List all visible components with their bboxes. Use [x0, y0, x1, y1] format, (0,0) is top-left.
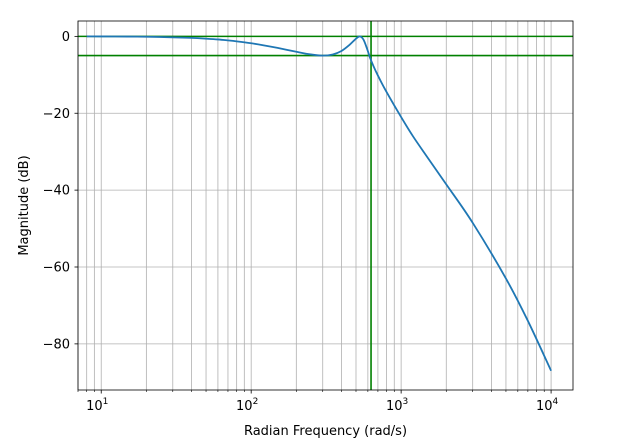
- x-axis-label: Radian Frequency (rad/s): [244, 424, 407, 439]
- y-axis-label: Magnitude (dB): [17, 155, 32, 255]
- x-tick-label: 101: [86, 397, 108, 414]
- y-tick-label: 0: [62, 30, 70, 45]
- y-tick-label: −80: [43, 337, 70, 352]
- grid-layer: [77, 21, 573, 390]
- tick-layer: 101 102 103 104 0 −20 −40 −60 −80: [43, 30, 559, 414]
- y-tick-label: −20: [43, 107, 70, 122]
- y-tick-label: −60: [43, 261, 70, 276]
- series-layer: [86, 35, 552, 372]
- reference-lines: [78, 21, 573, 390]
- plot-frame: [77, 20, 574, 391]
- x-tick-label: 102: [236, 397, 258, 414]
- y-tick-label: −40: [43, 184, 70, 199]
- x-tick-label: 104: [536, 397, 559, 414]
- x-tick-label: 103: [386, 397, 408, 414]
- magnitude-series-line: [86, 35, 552, 372]
